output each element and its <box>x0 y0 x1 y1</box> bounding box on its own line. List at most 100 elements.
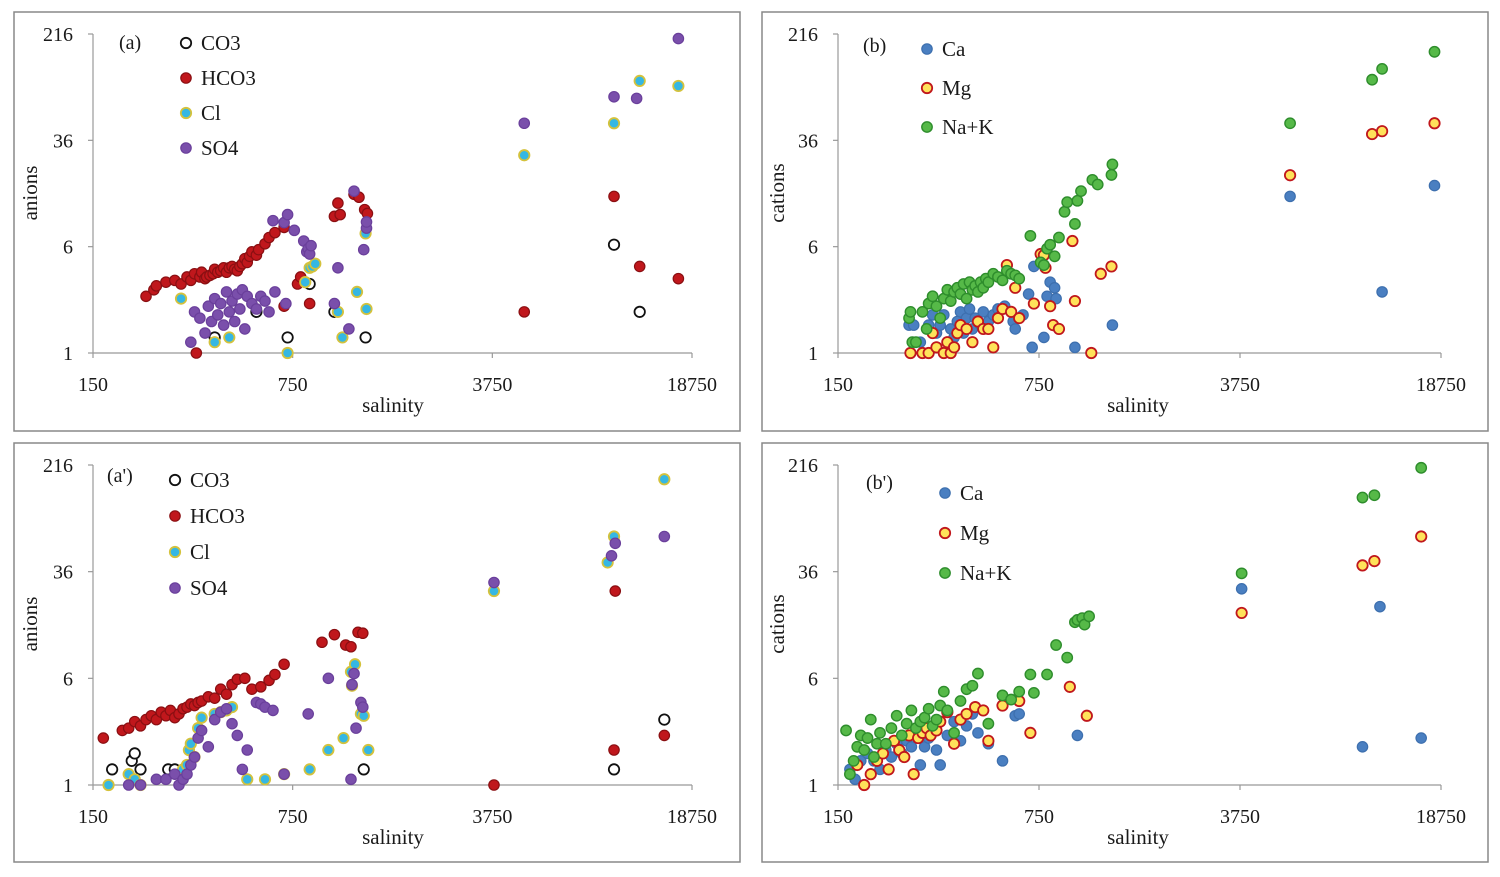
data-point-nak <box>972 667 984 680</box>
panel-a: 1 6 36 216 150 750 3750 18750 salinity anions (a) C… <box>13 11 741 432</box>
data-point-hco3 <box>609 585 622 597</box>
legend-label-nak: Na+K <box>960 561 1012 585</box>
data-point-so4 <box>332 262 344 274</box>
y-tick-label: 1 <box>808 775 818 797</box>
data-point-cl <box>633 74 646 88</box>
data-point-hco3 <box>356 627 369 640</box>
data-point-so4 <box>357 243 370 256</box>
data-point-mg <box>1052 322 1066 336</box>
data-point-hco3 <box>269 668 281 681</box>
data-point-so4 <box>348 667 360 680</box>
data-point-cl <box>350 285 364 298</box>
data-point-so4 <box>630 92 643 105</box>
y-axis-label: anions <box>18 597 42 652</box>
data-point-so4 <box>269 286 281 298</box>
data-point-so4 <box>263 306 275 318</box>
legend-marker-nak <box>921 121 933 133</box>
data-point-so4 <box>280 297 292 310</box>
data-point-ca <box>905 740 918 753</box>
data-point-so4 <box>259 295 271 307</box>
data-point-mg <box>947 341 961 354</box>
panel-label: (b') <box>866 472 893 494</box>
data-point-nak <box>1048 250 1061 263</box>
legend-label-cl: Cl <box>201 101 221 125</box>
data-point-nak <box>1071 194 1084 207</box>
data-point-ca <box>1374 600 1386 613</box>
legend-marker-so4 <box>169 582 181 594</box>
data-point-so4 <box>250 303 263 315</box>
data-point-so4 <box>360 216 373 228</box>
legend-marker-cl <box>168 545 182 559</box>
legend-marker-mg <box>920 81 934 95</box>
data-point-so4 <box>208 713 221 726</box>
series-mg <box>904 117 1441 360</box>
data-point-nak <box>1284 117 1296 130</box>
legend-label-ca: Ca <box>960 481 984 505</box>
data-point-hco3 <box>608 744 620 756</box>
data-point-nak <box>941 704 954 717</box>
legend-label-mg: Mg <box>942 76 972 100</box>
data-point-mg <box>1068 294 1082 308</box>
data-point-ca <box>1235 582 1248 595</box>
x-tick-label: 3750 <box>472 806 512 828</box>
data-point-nak <box>1083 610 1095 623</box>
data-point-nak <box>1356 491 1369 504</box>
data-point-ca <box>972 727 984 739</box>
y-tick-label: 6 <box>63 668 73 690</box>
data-point-cl <box>241 773 254 786</box>
data-point-cl <box>309 257 322 270</box>
data-point-nak <box>1013 272 1026 285</box>
data-point-mg <box>864 768 877 781</box>
data-point-nak <box>904 305 917 318</box>
data-point-mg <box>947 737 961 750</box>
data-point-nak <box>1005 693 1018 706</box>
x-tick-label: 150 <box>823 806 853 828</box>
data-point-nak <box>1028 686 1040 699</box>
legend: CO3 HCO3 Cl SO4 <box>168 468 245 600</box>
data-point-nak <box>960 292 973 305</box>
data-point-mg <box>1066 234 1079 248</box>
data-point-so4 <box>608 90 620 103</box>
legend-label-so4: SO4 <box>201 136 239 160</box>
data-point-ca <box>1069 341 1081 354</box>
data-point-co3 <box>134 763 147 776</box>
data-point-nak <box>840 724 852 737</box>
data-point-ca <box>1071 729 1084 742</box>
data-point-so4 <box>194 312 206 324</box>
data-point-nak <box>1105 169 1118 181</box>
data-point-nak <box>920 323 933 335</box>
panel-label: (b) <box>863 35 886 57</box>
data-point-hco3 <box>150 280 163 292</box>
data-point-mg <box>960 322 973 336</box>
data-point-cl <box>102 778 115 792</box>
data-point-nak <box>844 768 856 781</box>
legend-marker-co3 <box>179 36 193 50</box>
data-point-nak <box>1368 489 1381 502</box>
y-tick-label: 6 <box>808 668 818 690</box>
data-point-nak <box>1058 205 1071 218</box>
data-point-hco3 <box>345 640 357 653</box>
panel-b: 1 6 36 216 150 750 3750 18750 salinity cations (b)… <box>761 11 1489 432</box>
panel-a-prime: 1 6 36 216 150 750 3750 18750 salinity anions (a')… <box>13 442 741 863</box>
legend-label-nak: Na+K <box>942 115 994 139</box>
data-point-so4 <box>609 537 622 550</box>
data-point-nak <box>954 695 967 707</box>
series-so4 <box>185 32 685 348</box>
y-axis-label: anions <box>18 166 42 221</box>
data-point-mg <box>1027 297 1041 310</box>
data-point-hco3 <box>269 226 281 239</box>
data-point-so4 <box>350 722 362 734</box>
x-axis-label: salinity <box>1107 393 1169 417</box>
data-point-cl <box>281 346 294 360</box>
data-point-so4 <box>231 729 244 742</box>
data-point-so4 <box>234 303 246 315</box>
data-point-so4 <box>305 239 317 252</box>
series-cl <box>102 473 671 792</box>
data-point-so4 <box>223 306 236 318</box>
data-point-mg <box>1235 606 1248 620</box>
data-point-hco3 <box>658 729 671 742</box>
legend: Ca Mg Na+K <box>920 37 994 139</box>
data-point-so4 <box>281 208 294 221</box>
series-nak <box>903 45 1441 349</box>
